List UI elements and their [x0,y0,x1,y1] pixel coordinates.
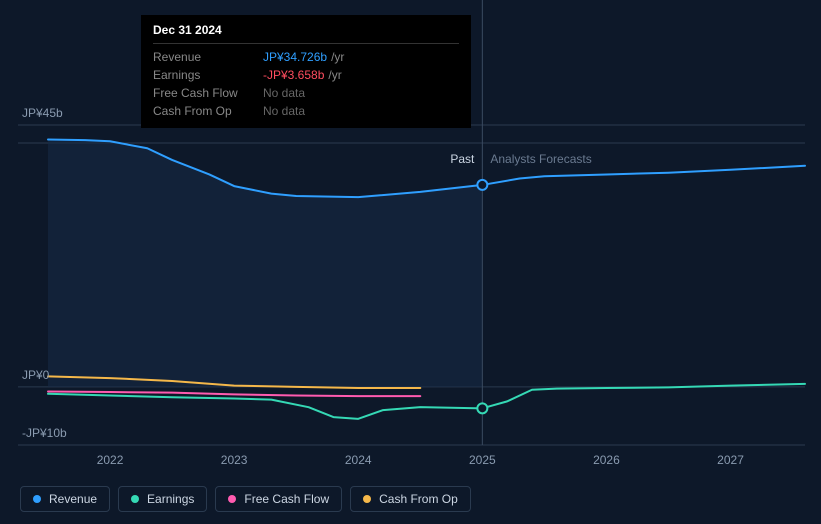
y-axis-label: JP¥45b [22,106,63,120]
legend-item-earnings[interactable]: Earnings [118,486,207,512]
tooltip-row-value: No data [263,86,305,100]
tooltip-row-label: Cash From Op [153,104,263,118]
legend-item-fcf[interactable]: Free Cash Flow [215,486,342,512]
tooltip-row-value: No data [263,104,305,118]
tooltip-row-label: Earnings [153,68,263,82]
forecast-label: Analysts Forecasts [490,152,591,166]
x-axis-label: 2024 [345,453,372,467]
x-axis-label: 2026 [593,453,620,467]
y-axis-label: -JP¥10b [22,426,67,440]
past-label: Past [450,152,474,166]
tooltip-row-value: JP¥34.726b [263,50,327,64]
tooltip-row-label: Free Cash Flow [153,86,263,100]
x-axis-label: 2022 [97,453,124,467]
financials-chart[interactable]: JP¥45bJP¥0-JP¥10b20222023202420252026202… [18,125,805,445]
tooltip-row-label: Revenue [153,50,263,64]
tooltip-row: Earnings-JP¥3.658b/yr [153,66,459,84]
legend-item-cfo[interactable]: Cash From Op [350,486,471,512]
legend-item-revenue[interactable]: Revenue [20,486,110,512]
legend-label: Earnings [147,492,194,506]
legend-dot-icon [131,495,139,503]
tooltip-row-value: -JP¥3.658b [263,68,324,82]
chart-tooltip: Dec 31 2024 RevenueJP¥34.726b/yrEarnings… [141,15,471,128]
legend-dot-icon [363,495,371,503]
legend-label: Cash From Op [379,492,458,506]
tooltip-row: Free Cash FlowNo data [153,84,459,102]
tooltip-row-suffix: /yr [328,68,341,82]
chart-legend: Revenue Earnings Free Cash Flow Cash From O… [20,486,471,512]
legend-dot-icon [228,495,236,503]
y-axis-label: JP¥0 [22,368,49,382]
chart-svg [18,125,805,445]
legend-label: Free Cash Flow [244,492,329,506]
tooltip-rows: RevenueJP¥34.726b/yrEarnings-JP¥3.658b/y… [153,48,459,120]
tooltip-row: Cash From OpNo data [153,102,459,120]
legend-label: Revenue [49,492,97,506]
tooltip-date: Dec 31 2024 [153,23,459,44]
x-axis-label: 2025 [469,453,496,467]
x-axis-label: 2023 [221,453,248,467]
tooltip-row-suffix: /yr [331,50,344,64]
x-axis-label: 2027 [717,453,744,467]
tooltip-row: RevenueJP¥34.726b/yr [153,48,459,66]
legend-dot-icon [33,495,41,503]
